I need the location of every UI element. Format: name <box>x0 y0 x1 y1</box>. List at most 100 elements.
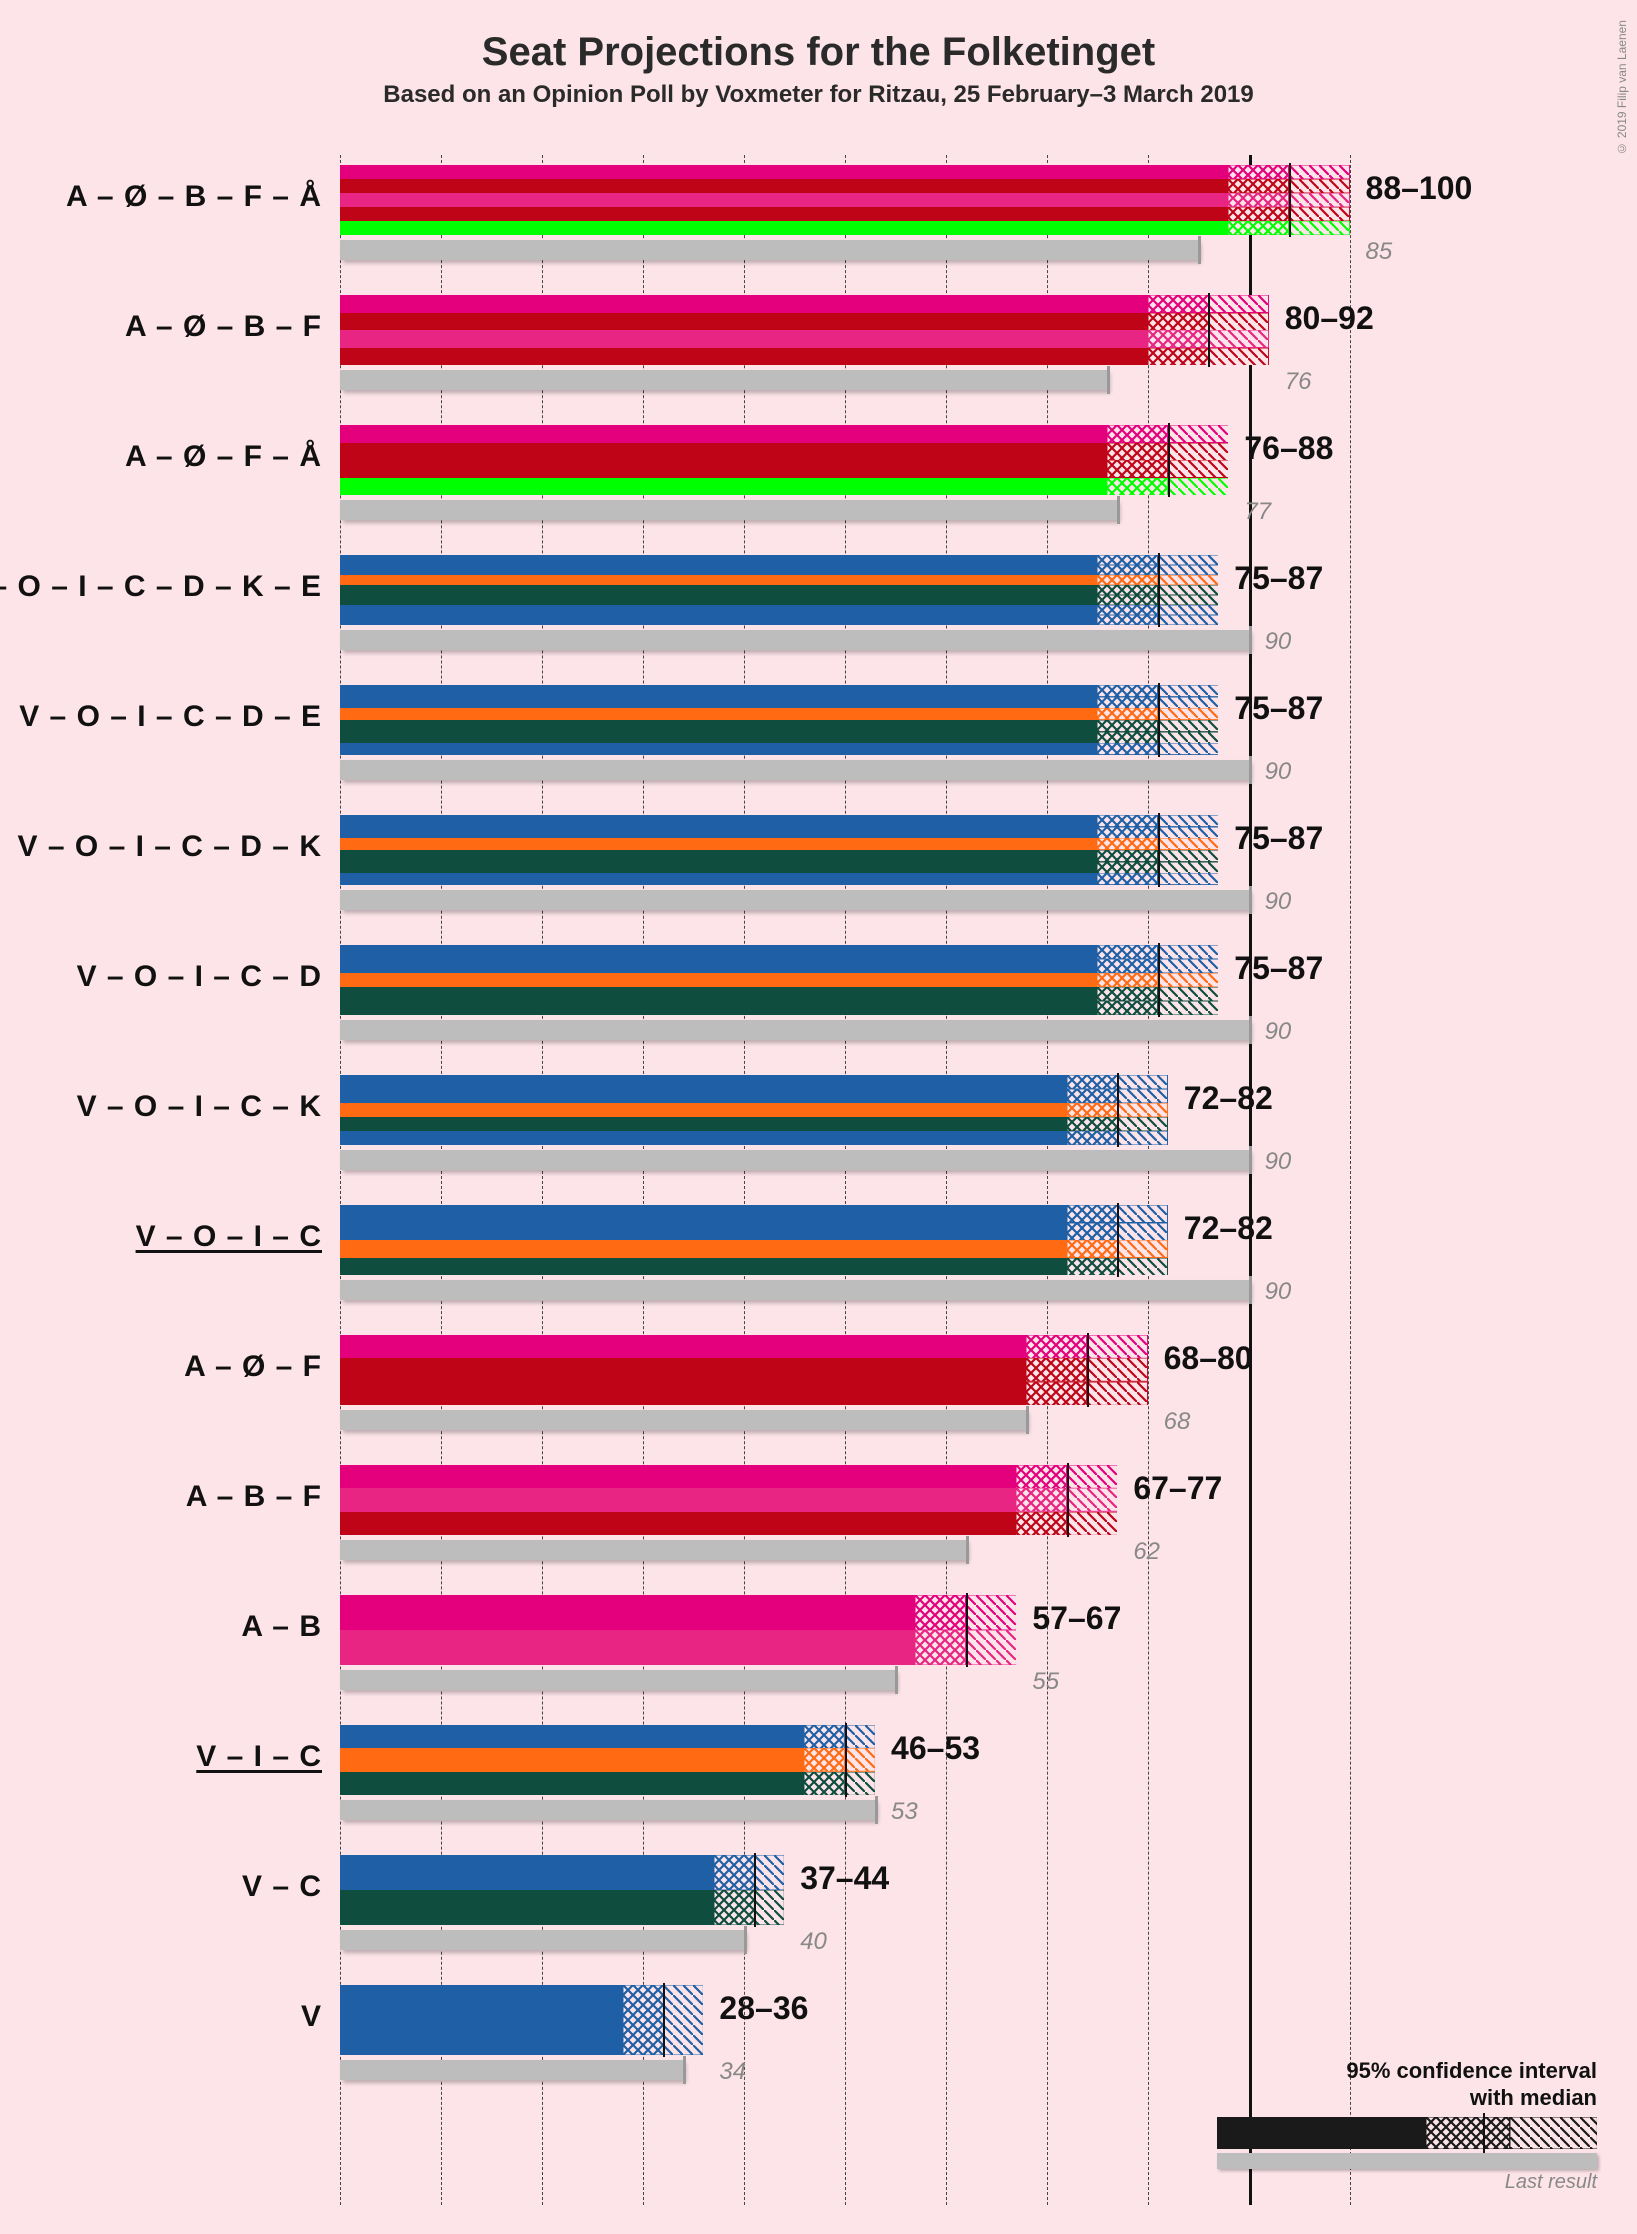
party-stripe <box>340 838 1097 850</box>
range-label: 72–82 <box>1184 1210 1273 1247</box>
projection-bar <box>340 1465 1016 1535</box>
party-stripe <box>340 575 1097 585</box>
legend-hatch-sparse <box>1510 2117 1597 2149</box>
coalition-row: A – Ø – F – Å76–8877 <box>340 420 1400 550</box>
projection-bar <box>340 1985 623 2055</box>
last-result-label: 34 <box>719 2058 746 2086</box>
median-line <box>1067 1463 1069 1537</box>
range-label: 75–87 <box>1234 820 1323 857</box>
range-label: 75–87 <box>1234 690 1323 727</box>
projection-bar <box>340 1075 1067 1145</box>
legend-median-tick <box>1483 2113 1485 2153</box>
coalition-row: V – O – I – C – D – E75–8790 <box>340 680 1400 810</box>
coalition-label: V – O – I – C – D – K <box>18 830 340 864</box>
median-line <box>1158 943 1160 1017</box>
range-label: 28–36 <box>719 1990 808 2027</box>
range-label: 68–80 <box>1164 1340 1253 1377</box>
last-result-tick <box>744 1926 747 1954</box>
range-label: 46–53 <box>891 1730 980 1767</box>
last-result-label: 55 <box>1032 1668 1059 1696</box>
last-result-label: 77 <box>1244 498 1271 526</box>
last-result-bar <box>340 370 1107 390</box>
last-result-label: 90 <box>1265 628 1292 656</box>
party-stripe <box>340 179 1228 193</box>
party-stripe <box>340 1358 1026 1381</box>
chart-subtitle: Based on an Opinion Poll by Voxmeter for… <box>0 81 1637 109</box>
projection-bar <box>340 815 1097 885</box>
coalition-label: V – O – I – C – D <box>77 960 340 994</box>
party-stripe <box>340 850 1097 862</box>
last-result-tick <box>1249 886 1252 914</box>
party-stripe <box>340 708 1097 720</box>
coalition-label: A – B <box>241 1610 340 1644</box>
last-result-tick <box>1026 1406 1029 1434</box>
last-result-label: 85 <box>1366 238 1393 266</box>
projection-bar <box>340 1595 915 1665</box>
last-result-bar <box>340 890 1249 910</box>
coalition-label: V – O – I – C – D – E <box>19 700 340 734</box>
party-stripe <box>340 685 1097 697</box>
legend-ci-bar <box>1217 2117 1597 2149</box>
coalition-label: V – I – C <box>196 1740 340 1774</box>
party-stripe <box>340 1001 1097 1015</box>
last-result-bar <box>340 1540 966 1560</box>
party-stripe <box>340 1131 1067 1145</box>
coalition-label: V – O – I – C <box>136 1220 340 1254</box>
coalition-label: A – Ø – B – F <box>125 310 340 344</box>
median-line <box>663 1983 665 2057</box>
last-result-bar <box>340 500 1117 520</box>
legend: 95% confidence interval with median Last… <box>1217 2058 1597 2194</box>
party-stripe <box>340 1725 804 1748</box>
legend-ci-line2: with median <box>1470 2085 1597 2110</box>
party-stripe <box>340 1890 714 1925</box>
coalition-row: V – I – C46–5353 <box>340 1720 1400 1850</box>
last-result-tick <box>1249 1016 1252 1044</box>
legend-solid <box>1217 2117 1426 2149</box>
party-stripe <box>340 1772 804 1795</box>
ci-stripe <box>804 1748 875 1771</box>
coalition-row: A – B57–6755 <box>340 1590 1400 1720</box>
party-stripe <box>340 478 1107 496</box>
party-stripe <box>340 973 1097 987</box>
median-line <box>1158 553 1160 627</box>
party-stripe <box>340 827 1097 839</box>
coalition-row: A – Ø – F68–8068 <box>340 1330 1400 1460</box>
party-stripe <box>340 1382 1026 1405</box>
party-stripe <box>340 697 1097 709</box>
range-label: 88–100 <box>1366 170 1473 207</box>
last-result-label: 76 <box>1285 368 1312 396</box>
party-stripe <box>340 1103 1067 1117</box>
legend-ci-label: 95% confidence interval with median <box>1217 2058 1597 2111</box>
last-result-bar <box>340 2060 683 2080</box>
ci-stripe <box>804 1725 875 1748</box>
projection-bar <box>340 945 1097 1015</box>
chart-page: Seat Projections for the Folketinget Bas… <box>0 0 1637 2234</box>
coalition-label: V – O – I – C – K <box>77 1090 340 1124</box>
chart-title: Seat Projections for the Folketinget <box>0 30 1637 75</box>
last-result-bar <box>340 1410 1026 1430</box>
last-result-bar <box>340 1020 1249 1040</box>
last-result-tick <box>1249 1276 1252 1304</box>
range-label: 76–88 <box>1244 430 1333 467</box>
last-result-label: 90 <box>1265 758 1292 786</box>
last-result-label: 90 <box>1265 1148 1292 1176</box>
last-result-bar <box>340 1150 1249 1170</box>
party-stripe <box>340 1748 804 1771</box>
party-stripe <box>340 585 1097 595</box>
last-result-label: 53 <box>891 1798 918 1826</box>
projection-bar <box>340 425 1107 495</box>
last-result-tick <box>895 1666 898 1694</box>
party-stripe <box>340 987 1097 1001</box>
last-result-label: 68 <box>1164 1408 1191 1436</box>
party-stripe <box>340 862 1097 874</box>
projection-bar <box>340 1725 804 1795</box>
range-label: 75–87 <box>1234 560 1323 597</box>
coalition-row: V – O – I – C – D75–8790 <box>340 940 1400 1070</box>
median-line <box>845 1723 847 1797</box>
party-stripe <box>340 1512 1016 1535</box>
party-stripe <box>340 1117 1067 1131</box>
party-stripe <box>340 1488 1016 1511</box>
last-result-label: 40 <box>800 1928 827 1956</box>
party-stripe <box>340 193 1228 207</box>
last-result-label: 62 <box>1133 1538 1160 1566</box>
